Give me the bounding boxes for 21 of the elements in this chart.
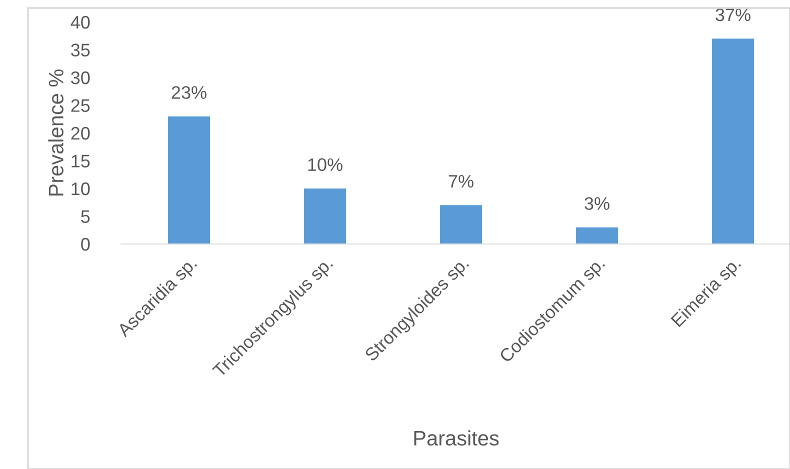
y-tick-label: 25 [71, 99, 90, 112]
bar [440, 205, 482, 244]
bar [576, 227, 618, 244]
data-label: 3% [584, 197, 610, 210]
bar [304, 188, 346, 244]
y-tick-label: 10 [72, 182, 90, 196]
data-label: 7% [448, 174, 474, 188]
y-tick-label: 35 [71, 44, 90, 56]
y-tick-label: 40 [70, 16, 90, 29]
data-label: 23% [172, 86, 206, 99]
y-tick-label: 20 [71, 126, 90, 140]
data-label: 37% [716, 8, 750, 22]
y-tick-label: 15 [72, 154, 90, 168]
data-label: 10% [308, 158, 342, 172]
y-tick-label: 5 [81, 210, 90, 223]
y-axis-title: Prevalence % [48, 69, 64, 196]
bar [168, 116, 210, 244]
x-axis-title: Parasites [414, 430, 499, 446]
bar [712, 38, 754, 244]
y-tick-label: 30 [71, 71, 90, 84]
y-tick-label: 0 [81, 238, 90, 251]
